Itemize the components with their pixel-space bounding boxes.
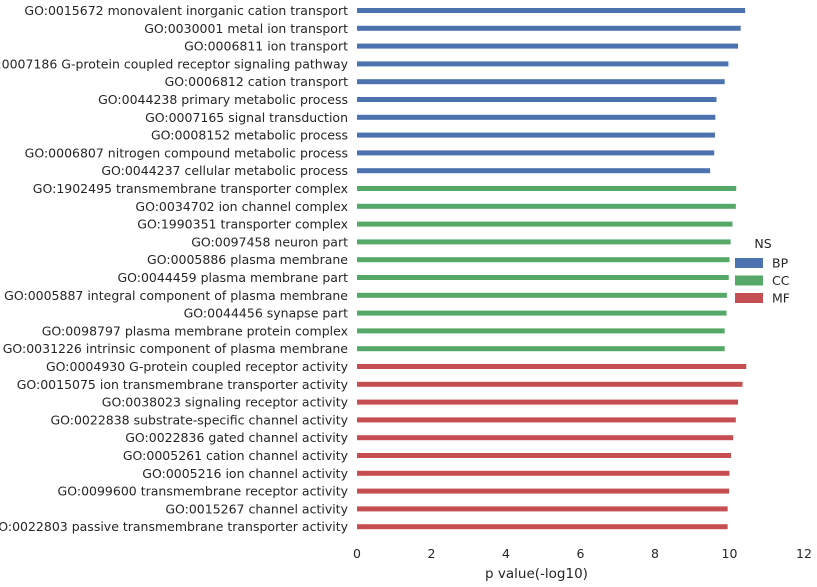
category-label: GO:0006812 cation transport bbox=[165, 74, 348, 89]
bar-mf bbox=[357, 470, 730, 476]
x-tick-label: 4 bbox=[502, 546, 510, 561]
bar-bp bbox=[357, 132, 715, 138]
legend-label-bp: BP bbox=[772, 256, 789, 271]
category-label: GO:0044459 plasma membrane part bbox=[117, 270, 348, 285]
bar-bp bbox=[357, 25, 741, 31]
bar-mf bbox=[357, 381, 743, 387]
category-labels: GO:0015672 monovalent inorganic cation t… bbox=[0, 3, 349, 534]
bar-bp bbox=[357, 114, 716, 120]
category-label: GO:0008152 metabolic process bbox=[151, 128, 348, 143]
x-tick-label: 10 bbox=[722, 546, 738, 561]
x-tick-label: 2 bbox=[428, 546, 436, 561]
legend-swatch-cc bbox=[735, 275, 763, 286]
category-label: GO:0007165 signal transduction bbox=[145, 110, 348, 125]
bar-bp bbox=[357, 43, 739, 49]
bar-cc bbox=[357, 203, 736, 209]
bar-mf bbox=[357, 506, 728, 512]
bar-bp bbox=[357, 79, 725, 85]
category-label: GO:0005887 integral component of plasma … bbox=[4, 288, 348, 303]
category-label: GO:0005216 ion channel activity bbox=[142, 466, 348, 481]
bar-mf bbox=[357, 488, 730, 494]
category-label: GO:0044237 cellular metabolic process bbox=[101, 163, 348, 178]
category-label: GO:0005261 cation channel activity bbox=[123, 448, 349, 463]
legend-swatch-bp bbox=[735, 258, 763, 268]
category-label: GO:0098797 plasma membrane protein compl… bbox=[42, 323, 348, 338]
category-label: GO:1902495 transmembrane transporter com… bbox=[33, 181, 348, 196]
category-label: GO:0044456 synapse part bbox=[184, 306, 348, 321]
bar-mf bbox=[357, 435, 734, 441]
bar-cc bbox=[357, 257, 730, 263]
legend-swatch-mf bbox=[735, 293, 763, 303]
category-label: GO:0006807 nitrogen compound metabolic p… bbox=[25, 145, 348, 160]
category-label: GO:0015267 channel activity bbox=[165, 501, 348, 516]
legend-title: NS bbox=[754, 236, 771, 251]
bar-cc bbox=[357, 292, 727, 298]
legend-label-mf: MF bbox=[772, 291, 790, 306]
bar-bp bbox=[357, 8, 746, 13]
category-label: GO:0044238 primary metabolic process bbox=[98, 92, 348, 107]
bar-cc bbox=[357, 328, 725, 334]
bar-cc bbox=[357, 346, 725, 352]
bar-mf bbox=[357, 524, 728, 530]
category-label: GO:0006811 ion transport bbox=[184, 39, 348, 54]
bar-cc bbox=[357, 239, 731, 245]
bar-bp bbox=[357, 168, 711, 174]
bar-mf bbox=[357, 364, 747, 369]
bar-bp bbox=[357, 97, 717, 102]
x-tick-label: 6 bbox=[577, 546, 585, 561]
bar-cc bbox=[357, 275, 729, 280]
category-label: GO:0022803 passive transmembrane transpo… bbox=[0, 519, 349, 534]
category-label: GO:0022836 gated channel activity bbox=[125, 430, 348, 445]
bar-cc bbox=[357, 310, 727, 316]
bar-cc bbox=[357, 221, 733, 227]
legend-label-cc: CC bbox=[772, 273, 790, 288]
category-label: GO:0038023 signaling receptor activity bbox=[102, 395, 349, 410]
legend: NS BP CC MF bbox=[735, 236, 790, 306]
x-tick-label: 12 bbox=[796, 546, 812, 561]
x-axis: 0 2 4 6 8 10 12 bbox=[353, 546, 812, 561]
bar-cc bbox=[357, 186, 737, 191]
category-label: GO:1990351 transporter complex bbox=[137, 217, 348, 232]
bar-mf bbox=[357, 399, 739, 405]
category-label: GO:0099600 transmembrane receptor activi… bbox=[58, 484, 349, 499]
x-tick-label: 8 bbox=[651, 546, 659, 561]
category-label: GO:0015075 ion transmembrane transporter… bbox=[17, 377, 349, 392]
bars-layer bbox=[357, 8, 747, 530]
category-label: GO:0005886 plasma membrane bbox=[147, 252, 348, 267]
category-label: GO:0007186 G-protein coupled receptor si… bbox=[0, 56, 349, 71]
bar-mf bbox=[357, 453, 731, 458]
category-label: GO:0030001 metal ion transport bbox=[144, 21, 348, 36]
category-label: GO:0031226 intrinsic component of plasma… bbox=[3, 341, 349, 356]
bar-bp bbox=[357, 61, 729, 67]
category-label: GO:0034702 ion channel complex bbox=[135, 199, 348, 214]
category-label: GO:0004930 G-protein coupled receptor ac… bbox=[46, 359, 349, 374]
bar-mf bbox=[357, 417, 736, 423]
bar-bp bbox=[357, 150, 715, 156]
x-tick-label: 0 bbox=[353, 546, 361, 561]
category-label: GO:0022838 substrate-specific channel ac… bbox=[50, 412, 348, 427]
x-axis-title: p value(-log10) bbox=[485, 566, 588, 582]
category-label: GO:0097458 neuron part bbox=[191, 234, 348, 249]
category-label: GO:0015672 monovalent inorganic cation t… bbox=[24, 3, 348, 18]
